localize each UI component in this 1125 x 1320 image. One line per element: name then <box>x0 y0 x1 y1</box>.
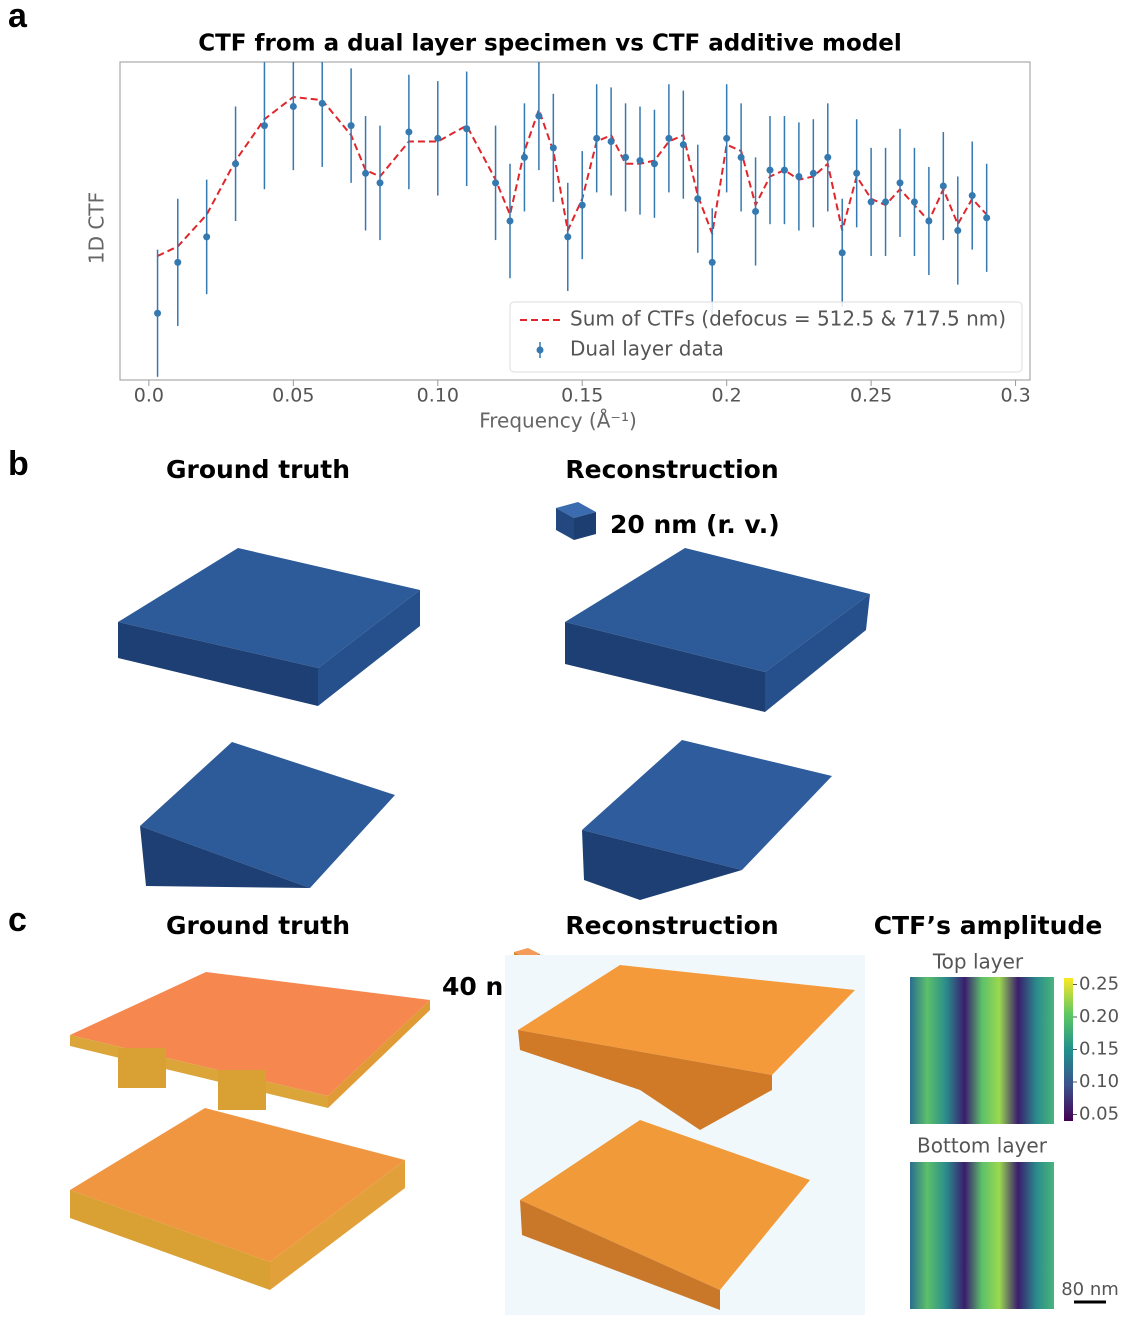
column-title: CTF’s amplitude <box>874 911 1103 940</box>
x-tick-label: 0.3 <box>1000 385 1030 407</box>
data-point <box>824 153 832 161</box>
render-slab <box>565 548 870 712</box>
data-point <box>405 128 413 136</box>
render-recon <box>518 965 855 1310</box>
data-point <box>708 258 716 266</box>
plot-frame <box>119 61 1031 381</box>
data-point <box>896 179 904 187</box>
data-point <box>174 258 182 266</box>
data-point <box>593 134 601 142</box>
data-point <box>954 227 962 235</box>
column-title: Reconstruction <box>565 455 778 484</box>
render-grooves <box>70 1108 405 1290</box>
scale-bar-label: 80 nm <box>1061 1279 1119 1300</box>
data-point <box>925 217 933 225</box>
column-title: Ground truth <box>166 911 350 940</box>
data-point <box>520 153 528 161</box>
x-tick-label: 0.2 <box>712 385 742 407</box>
column-title: Reconstruction <box>565 911 778 940</box>
x-axis-label: Frequency (Å⁻¹) <box>479 409 637 433</box>
legend-swatch <box>536 346 544 354</box>
colorbar <box>1064 978 1073 1121</box>
x-tick-label: 0.0 <box>134 385 164 407</box>
y-axis-label: 1D CTF <box>85 192 109 264</box>
data-point <box>154 309 162 317</box>
data-point <box>795 172 803 180</box>
column-title: Ground truth <box>166 455 350 484</box>
panel-label: c <box>8 901 27 939</box>
model-line <box>157 95 988 257</box>
panel-label: b <box>8 445 29 483</box>
x-tick-label: 0.10 <box>417 385 459 407</box>
x-tick-label: 0.15 <box>561 385 603 407</box>
data-point <box>203 233 211 241</box>
data-point <box>752 207 760 215</box>
data-point <box>809 169 817 177</box>
data-layer <box>154 62 991 377</box>
data-point <box>260 122 268 130</box>
data-point <box>723 134 731 142</box>
data-point <box>535 112 543 120</box>
legend-box <box>509 301 1023 373</box>
data-point <box>636 157 644 165</box>
data-point <box>376 179 384 187</box>
data-point <box>766 166 774 174</box>
data-point <box>853 169 861 177</box>
data-point <box>434 134 442 142</box>
data-point <box>910 198 918 206</box>
data-point <box>968 192 976 200</box>
data-point <box>882 198 890 206</box>
colorbar-tick-label: 0.15 <box>1079 1039 1119 1060</box>
render-slab <box>118 548 420 706</box>
render-wedge <box>582 740 832 900</box>
data-point <box>737 153 745 161</box>
map-title: Bottom layer <box>917 1134 1048 1158</box>
render-wedge <box>140 742 395 888</box>
x-tick-label: 0.25 <box>850 385 892 407</box>
x-tick-label: 0.05 <box>272 385 314 407</box>
data-point <box>347 122 355 130</box>
scale-text: 20 nm (r. v.) <box>610 510 780 539</box>
data-point <box>463 125 471 133</box>
data-point <box>362 169 370 177</box>
heatmap <box>910 977 1054 1124</box>
colorbar-tick-label: 0.25 <box>1079 974 1119 995</box>
render-pillars <box>70 972 430 1110</box>
heatmap <box>910 1162 1054 1309</box>
data-point <box>578 201 586 209</box>
data-point <box>607 138 615 145</box>
map-title: Top layer <box>932 950 1024 974</box>
colorbar-tick-label: 0.05 <box>1079 1104 1119 1125</box>
data-point <box>983 214 991 222</box>
data-point <box>318 99 326 107</box>
data-point <box>564 233 572 241</box>
data-point <box>492 179 500 187</box>
colorbar-tick-label: 0.10 <box>1079 1071 1119 1092</box>
legend-label: Dual layer data <box>570 337 724 361</box>
data-point <box>506 217 514 225</box>
chart-title: CTF from a dual layer specimen vs CTF ad… <box>198 31 902 57</box>
data-point <box>650 160 658 168</box>
data-point <box>289 103 297 111</box>
data-point <box>679 141 687 149</box>
data-point <box>867 198 875 206</box>
data-point <box>838 249 846 257</box>
data-point <box>549 144 557 152</box>
data-point <box>665 134 673 142</box>
colorbar-tick-label: 0.20 <box>1079 1006 1119 1027</box>
legend-label: Sum of CTFs (defocus = 512.5 & 717.5 nm) <box>570 307 1006 331</box>
data-point <box>622 153 630 161</box>
scale-cube <box>556 502 596 540</box>
data-point <box>780 166 788 174</box>
data-point <box>232 160 240 168</box>
data-point <box>694 195 702 203</box>
data-point <box>939 182 947 190</box>
panel-label: a <box>8 0 28 35</box>
